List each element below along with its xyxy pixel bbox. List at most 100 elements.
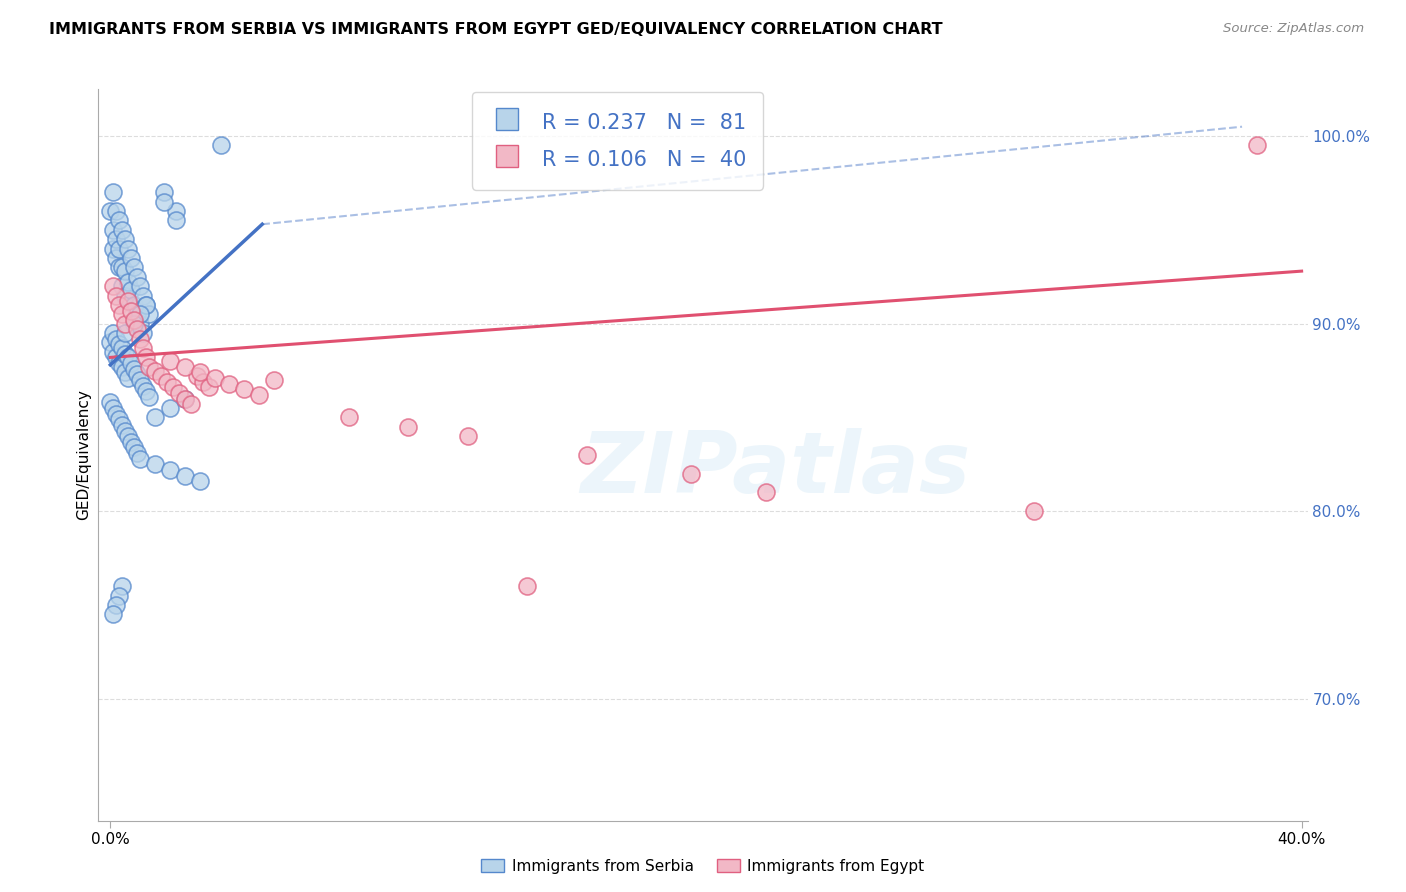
Text: IMMIGRANTS FROM SERBIA VS IMMIGRANTS FROM EGYPT GED/EQUIVALENCY CORRELATION CHAR: IMMIGRANTS FROM SERBIA VS IMMIGRANTS FRO…: [49, 22, 943, 37]
Point: [337, 410, 360, 425]
Point: [516, 579, 538, 593]
Point: [173, 468, 195, 483]
Point: [122, 260, 145, 275]
Point: [209, 138, 232, 153]
Point: [132, 378, 155, 392]
Point: [114, 264, 136, 278]
Point: [114, 317, 136, 331]
Legend: Immigrants from Serbia, Immigrants from Egypt: Immigrants from Serbia, Immigrants from …: [475, 853, 931, 880]
Point: [153, 194, 176, 209]
Point: [754, 485, 776, 500]
Point: [153, 186, 176, 200]
Point: [173, 392, 195, 406]
Point: [165, 204, 187, 219]
Point: [233, 382, 256, 396]
Point: [127, 322, 149, 336]
Point: [135, 298, 157, 312]
Point: [132, 288, 155, 302]
Point: [111, 579, 134, 593]
Point: [188, 474, 211, 488]
Point: [114, 326, 136, 340]
Point: [129, 451, 152, 466]
Point: [457, 429, 479, 443]
Point: [396, 419, 419, 434]
Point: [167, 386, 190, 401]
Point: [105, 351, 128, 365]
Point: [120, 434, 142, 449]
Point: [681, 467, 703, 481]
Point: [122, 298, 145, 312]
Point: [135, 298, 157, 312]
Point: [105, 332, 128, 346]
Point: [111, 260, 134, 275]
Point: [129, 317, 152, 331]
Point: [117, 242, 139, 256]
Point: [575, 448, 598, 462]
Point: [103, 401, 125, 415]
Point: [108, 337, 131, 351]
Point: [114, 424, 136, 438]
Point: [122, 361, 145, 376]
Point: [108, 298, 131, 312]
Point: [122, 317, 145, 331]
Point: [263, 373, 285, 387]
Point: [111, 223, 134, 237]
Point: [132, 326, 155, 340]
Point: [129, 373, 152, 387]
Point: [127, 269, 149, 284]
Point: [159, 354, 181, 368]
Point: [180, 397, 202, 411]
Point: [103, 223, 125, 237]
Point: [111, 307, 134, 321]
Point: [103, 186, 125, 200]
Point: [105, 407, 128, 421]
Point: [103, 344, 125, 359]
Point: [129, 332, 152, 346]
Point: [188, 365, 211, 379]
Point: [204, 371, 226, 385]
Point: [173, 359, 195, 374]
Point: [120, 303, 142, 318]
Point: [135, 351, 157, 365]
Point: [108, 412, 131, 426]
Point: [98, 395, 121, 409]
Point: [138, 307, 160, 321]
Point: [105, 251, 128, 265]
Point: [98, 335, 121, 350]
Point: [127, 368, 149, 382]
Point: [218, 376, 240, 391]
Point: [105, 232, 128, 246]
Point: [108, 356, 131, 370]
Point: [108, 213, 131, 227]
Point: [122, 441, 145, 455]
Point: [108, 589, 131, 603]
Point: [165, 213, 187, 227]
Point: [117, 351, 139, 365]
Point: [114, 346, 136, 360]
Point: [108, 242, 131, 256]
Point: [143, 363, 166, 377]
Point: [156, 375, 179, 389]
Point: [127, 446, 149, 460]
Text: ZIPatlas: ZIPatlas: [581, 428, 970, 511]
Point: [111, 341, 134, 355]
Point: [122, 313, 145, 327]
Point: [129, 279, 152, 293]
Point: [120, 251, 142, 265]
Text: Source: ZipAtlas.com: Source: ZipAtlas.com: [1223, 22, 1364, 36]
Point: [138, 359, 160, 374]
Point: [105, 204, 128, 219]
Point: [129, 307, 152, 321]
Point: [120, 283, 142, 297]
Point: [117, 371, 139, 385]
Point: [117, 294, 139, 309]
Point: [247, 388, 270, 402]
Point: [103, 326, 125, 340]
Point: [1022, 504, 1045, 518]
Point: [173, 392, 195, 406]
Point: [149, 369, 172, 384]
Point: [111, 359, 134, 374]
Point: [127, 307, 149, 321]
Point: [105, 598, 128, 612]
Legend: R = 0.237   N =  81, R = 0.106   N =  40: R = 0.237 N = 81, R = 0.106 N = 40: [471, 92, 763, 190]
